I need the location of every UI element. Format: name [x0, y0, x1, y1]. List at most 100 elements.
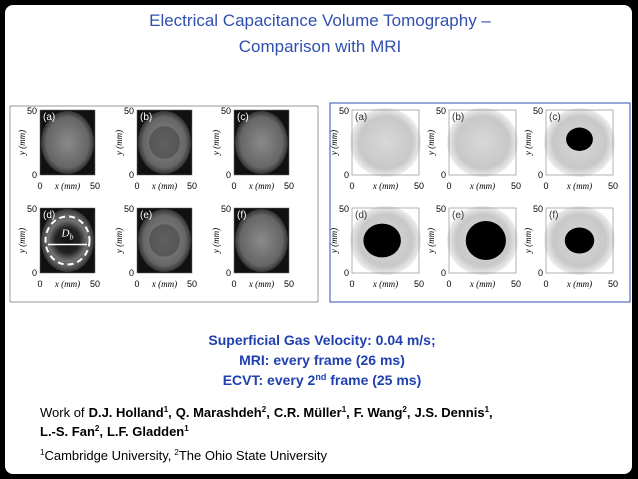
panel-label: (f) — [549, 210, 558, 221]
panel: (b) 50 00 50 x (mm) y (mm) — [114, 106, 197, 191]
image-disk — [41, 111, 94, 174]
credit-line: L.-S. Fan2, L.F. Gladden1 — [40, 424, 189, 439]
panel-label: (b) — [140, 112, 152, 123]
separator: , — [266, 405, 270, 420]
tick-label: 50 — [436, 204, 446, 214]
texture — [149, 126, 180, 159]
bubble — [363, 223, 401, 258]
tick-label: 50 — [511, 279, 521, 289]
tick-label: 50 — [90, 279, 100, 289]
tick-label: 0 — [344, 268, 349, 278]
condition-sup: nd — [315, 372, 326, 382]
panel-label: (d) — [355, 210, 367, 221]
condition-line: Superficial Gas Velocity: 0.04 m/s; — [208, 332, 435, 348]
tick-label: 0 — [231, 181, 236, 191]
affiliation-sup: 2 — [174, 448, 179, 457]
author-name: D.J. Holland — [89, 405, 164, 420]
condition-text: MRI: every frame (26 ms) — [239, 352, 405, 368]
tick-label: 50 — [187, 181, 197, 191]
tick-label: 50 — [436, 106, 446, 116]
y-axis-label: y (mm) — [17, 228, 27, 254]
x-axis-label: x (mm) — [151, 181, 177, 191]
title-line: Comparison with MRI — [239, 37, 402, 56]
y-axis-label: y (mm) — [114, 130, 124, 156]
condition-line: MRI: every frame (26 ms) — [239, 352, 405, 368]
credit-prefix: Work of — [40, 405, 85, 420]
panel: (b) 50 00 50 x (mm) y (mm) — [426, 106, 521, 191]
y-axis-label: y (mm) — [329, 130, 339, 156]
tick-label: 50 — [221, 106, 231, 116]
tick-label: 50 — [414, 181, 424, 191]
panel: Db (d) 50 00 50 x (mm) y (mm) — [17, 204, 100, 289]
tick-label: 0 — [37, 279, 42, 289]
y-axis-label: y (mm) — [329, 228, 339, 254]
panel: (f) 50 00 50 x (mm) y (mm) — [211, 204, 294, 289]
separator: , — [346, 405, 350, 420]
panel: (e) 50 00 50 x (mm) y (mm) — [114, 204, 197, 289]
panel: (f) 50 00 50 x (mm) y (mm) — [523, 204, 618, 289]
tick-label: 50 — [221, 204, 231, 214]
author-sup: 2 — [95, 424, 100, 433]
image-border — [39, 109, 96, 176]
y-axis-label: y (mm) — [523, 130, 533, 156]
x-axis-label: x (mm) — [469, 181, 495, 191]
y-axis-label: y (mm) — [17, 130, 27, 156]
author-name: J.S. Dennis — [415, 405, 485, 420]
bubble-outline — [44, 215, 91, 266]
tick-label: 50 — [608, 279, 618, 289]
separator: , — [168, 448, 172, 463]
tick-label: 0 — [446, 279, 451, 289]
panel-label: (f) — [237, 210, 246, 221]
tick-label: 0 — [543, 181, 548, 191]
image-border — [136, 109, 193, 176]
x-axis-label: x (mm) — [151, 279, 177, 289]
tick-label: 50 — [511, 181, 521, 191]
y-axis-label: y (mm) — [523, 228, 533, 254]
condition-line: ECVT: every 2nd frame (25 ms) — [223, 372, 422, 388]
tick-label: 50 — [414, 279, 424, 289]
tick-label: 50 — [284, 181, 294, 191]
tick-label: 50 — [339, 106, 349, 116]
tick-label: 0 — [134, 279, 139, 289]
tick-label: 0 — [134, 181, 139, 191]
tick-label: 50 — [27, 106, 37, 116]
x-axis-label: x (mm) — [248, 279, 274, 289]
panel: (a) 50 00 50 x (mm) y (mm) — [17, 106, 100, 191]
author-name: C.R. Müller — [274, 405, 342, 420]
bubble — [47, 219, 88, 262]
image-border — [136, 207, 193, 274]
author-name: L.-S. Fan — [40, 424, 95, 439]
tick-label: 50 — [124, 204, 134, 214]
separator: , — [489, 405, 493, 420]
y-axis-label: y (mm) — [114, 228, 124, 254]
panel-label: (d) — [43, 210, 55, 221]
tick-label: 0 — [349, 181, 354, 191]
texture — [149, 224, 180, 257]
condition-text: ECVT: every 2 — [223, 372, 316, 388]
condition-text: frame (25 ms) — [326, 372, 421, 388]
x-axis-label: x (mm) — [248, 181, 274, 191]
image-border — [545, 207, 614, 274]
tick-label: 0 — [226, 268, 231, 278]
tick-label: 0 — [538, 268, 543, 278]
y-axis-label: y (mm) — [211, 228, 221, 254]
panel-label: (c) — [237, 112, 249, 123]
tick-label: 50 — [339, 204, 349, 214]
tick-label: 0 — [349, 279, 354, 289]
credit-line: Work of D.J. Holland1, Q. Marashdeh2, C.R. … — [40, 405, 493, 420]
panel-label: (e) — [452, 210, 464, 221]
image-disk — [235, 209, 288, 272]
tick-label: 50 — [90, 181, 100, 191]
tick-label: 0 — [129, 268, 134, 278]
tick-label: 50 — [533, 204, 543, 214]
image-border — [351, 109, 420, 176]
bubble — [465, 221, 506, 260]
y-axis-label: y (mm) — [211, 130, 221, 156]
image-disk — [235, 111, 288, 174]
x-axis-label: x (mm) — [54, 279, 80, 289]
conditions: Superficial Gas Velocity: 0.04 m/s; MRI: … — [208, 332, 435, 388]
affiliation-name: Cambridge University — [44, 448, 169, 463]
tick-label: 50 — [608, 181, 618, 191]
tick-label: 50 — [124, 106, 134, 116]
